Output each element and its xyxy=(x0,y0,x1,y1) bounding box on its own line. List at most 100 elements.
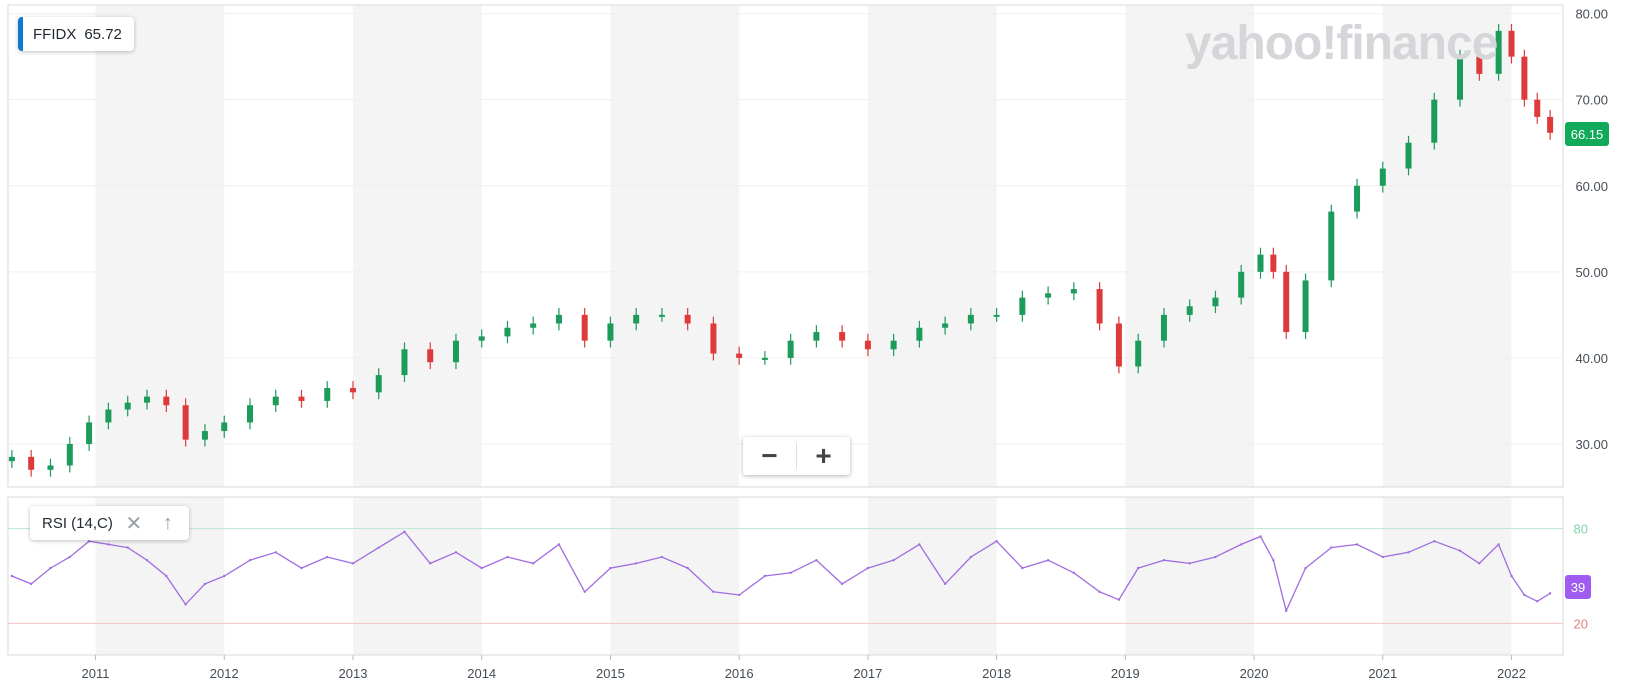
rsi-point xyxy=(1510,574,1513,578)
zoom-in-button[interactable]: + xyxy=(815,440,832,471)
candlestick xyxy=(658,307,665,322)
rsi-label: RSI (14,C) xyxy=(42,514,113,532)
candlestick xyxy=(1495,23,1502,81)
candlestick xyxy=(105,402,112,430)
candle-body xyxy=(163,396,170,406)
rsi-point xyxy=(1239,543,1243,546)
candle-body xyxy=(1115,323,1122,367)
candle-body xyxy=(375,375,382,393)
rsi-point xyxy=(1137,566,1140,570)
candlestick xyxy=(1405,135,1412,176)
candlestick xyxy=(1096,282,1103,331)
candlestick xyxy=(1547,110,1554,140)
candle-body xyxy=(1328,211,1335,281)
candlestick xyxy=(581,307,588,348)
candlestick xyxy=(1534,92,1541,124)
rsi-point xyxy=(68,555,71,559)
rsi-point xyxy=(789,571,792,575)
candle-body xyxy=(684,314,691,324)
x-tick-label: 2019 xyxy=(1111,666,1140,681)
candle-body xyxy=(942,323,949,328)
candle-body xyxy=(1160,314,1167,341)
candle-body xyxy=(530,323,537,328)
candle-body xyxy=(324,388,331,401)
rsi-point xyxy=(1458,549,1462,552)
candlestick xyxy=(324,381,331,408)
rsi-point xyxy=(1330,546,1333,549)
price-legend[interactable]: FFIDX 65.72 xyxy=(18,17,134,51)
candle-body xyxy=(864,340,871,350)
candlestick xyxy=(864,333,871,357)
rsi-point xyxy=(274,551,277,554)
rsi-point xyxy=(326,555,329,559)
x-tick-label: 2022 xyxy=(1497,666,1526,681)
rsi-point xyxy=(1259,535,1262,538)
candle-body xyxy=(1270,254,1277,272)
rsi-y-tick-label: 80 xyxy=(1574,522,1588,537)
rsi-point xyxy=(918,543,921,546)
candlestick xyxy=(1476,49,1483,81)
rsi-point xyxy=(840,582,844,586)
rsi-point xyxy=(1046,559,1050,562)
rsi-point xyxy=(1536,600,1539,603)
candlestick xyxy=(993,307,1000,322)
candlestick xyxy=(86,415,93,451)
rsi-last-value-badge: 39 xyxy=(1565,575,1591,599)
candlestick xyxy=(942,316,949,335)
candle-body xyxy=(272,396,279,406)
candle-body xyxy=(28,456,35,470)
candle-body xyxy=(1547,116,1554,133)
candlestick xyxy=(761,351,768,365)
candlestick xyxy=(1521,49,1528,107)
rsi-point xyxy=(1548,592,1552,595)
candle-body xyxy=(1379,168,1386,186)
rsi-point xyxy=(1381,555,1384,559)
rsi-legend[interactable]: RSI (14,C) ✕ ↑ xyxy=(30,506,189,540)
candlestick xyxy=(916,320,923,348)
candle-body xyxy=(1508,30,1515,57)
candle-body xyxy=(478,336,485,341)
rsi-point xyxy=(969,555,973,559)
rsi-point xyxy=(1188,562,1191,565)
candlestick xyxy=(1186,299,1193,322)
candlestick xyxy=(1354,178,1361,219)
candle-body xyxy=(298,396,305,401)
rsi-point xyxy=(609,566,612,570)
price-y-tick-label: 40.00 xyxy=(1575,351,1608,366)
rsi-point xyxy=(1497,543,1500,546)
rsi-point xyxy=(737,593,741,597)
yahoo-finance-watermark: yahoo!finance xyxy=(1185,17,1498,70)
candlestick xyxy=(1328,204,1335,288)
rsi-point xyxy=(429,562,432,565)
year-band xyxy=(1125,5,1255,487)
arrow-up-icon[interactable]: ↑ xyxy=(162,511,173,534)
rsi-point xyxy=(1523,593,1526,597)
price-y-tick-label: 70.00 xyxy=(1575,93,1608,108)
candle-body xyxy=(221,422,228,432)
close-icon[interactable]: ✕ xyxy=(125,512,143,535)
legend-symbol: FFIDX xyxy=(33,25,77,43)
year-band xyxy=(610,5,740,487)
rsi-point xyxy=(1272,559,1275,562)
rsi-point xyxy=(184,603,187,606)
candlestick xyxy=(182,398,189,447)
candle-body xyxy=(401,349,408,376)
candlestick xyxy=(1135,333,1142,374)
year-band xyxy=(867,497,997,655)
candle-body xyxy=(890,340,897,350)
year-band xyxy=(352,5,482,487)
candle-body xyxy=(581,314,588,341)
year-band xyxy=(1125,497,1255,655)
candlestick xyxy=(967,307,974,331)
rsi-point xyxy=(892,559,895,562)
candlestick xyxy=(1508,23,1515,64)
rsi-point xyxy=(1407,551,1410,554)
rsi-point xyxy=(87,540,91,543)
legend-value: 65.72 xyxy=(84,25,122,43)
candlestick xyxy=(1302,273,1309,339)
zoom-out-button[interactable]: − xyxy=(761,440,778,471)
candle-body xyxy=(607,323,614,341)
rsi-point xyxy=(403,530,406,533)
